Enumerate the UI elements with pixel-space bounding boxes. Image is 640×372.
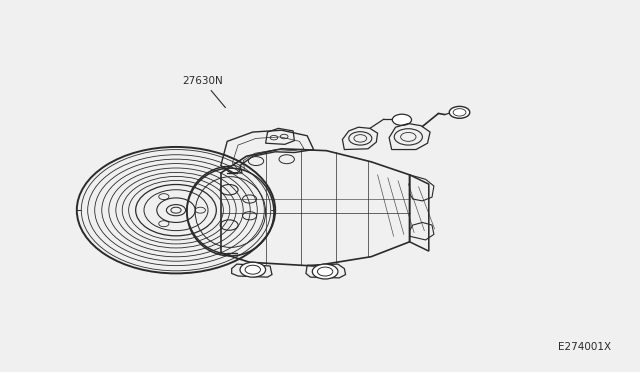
Circle shape bbox=[392, 114, 412, 125]
Circle shape bbox=[449, 106, 470, 118]
Text: 27630N: 27630N bbox=[182, 76, 225, 108]
Circle shape bbox=[240, 262, 266, 277]
Circle shape bbox=[312, 264, 338, 279]
Text: E274001X: E274001X bbox=[558, 341, 611, 352]
